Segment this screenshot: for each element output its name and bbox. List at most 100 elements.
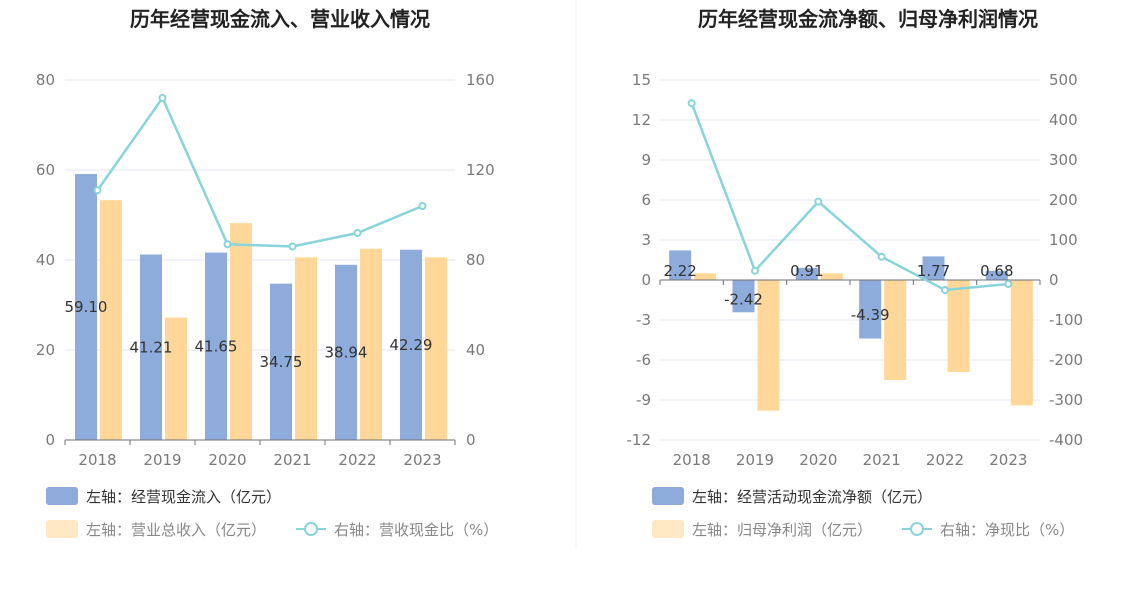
line-point-2018 <box>687 99 696 108</box>
legend-label-series3: 右轴：净现比（%） <box>940 521 1074 539</box>
data-label-2022: 1.77 <box>917 262 950 280</box>
data-label-2018: 59.10 <box>65 298 108 316</box>
legend: 左轴：经营活动现金流净额（亿元） 左轴：归母净利润（亿元） 右轴：净现比（%） <box>652 487 1074 539</box>
bar-series1-2021 <box>270 283 292 440</box>
x-tick-label-2023: 2023 <box>403 451 441 469</box>
right-axis-tick-label: -200 <box>1049 351 1083 369</box>
right-axis-tick-label: 300 <box>1049 151 1078 169</box>
bar-series2-2019 <box>165 317 187 440</box>
data-label-2021: -4.39 <box>851 306 890 324</box>
right-axis-tick-label: -100 <box>1049 311 1083 329</box>
right-axis-tick-label: 200 <box>1049 191 1078 209</box>
left-axis-tick-label: 6 <box>641 191 651 209</box>
data-label-2022: 38.94 <box>325 343 368 361</box>
left-axis-tick-label: -12 <box>627 431 652 449</box>
bar-series2-2022 <box>360 248 382 440</box>
legend-label-series1: 左轴：经营活动现金流净额（亿元） <box>692 488 932 506</box>
right-axis-tick-label: -400 <box>1049 431 1083 449</box>
x-tick-label-2018: 2018 <box>673 451 711 469</box>
line-point-2020 <box>223 240 232 249</box>
bar-series1-2018 <box>75 174 97 441</box>
legend-swatch-series3-marker <box>304 522 318 536</box>
bar-series2-2023 <box>425 257 447 440</box>
left-axis-tick-label: -3 <box>636 311 651 329</box>
data-label-2023: 0.68 <box>980 262 1013 280</box>
right-axis-tick-label: 0 <box>466 431 476 449</box>
bar-series1-2020 <box>795 267 818 280</box>
right-axis-tick-label: 160 <box>466 71 495 89</box>
bar-series1-2018 <box>669 250 692 280</box>
bar-series2-2019 <box>757 280 780 411</box>
right-axis-tick-label: 400 <box>1049 111 1078 129</box>
data-label-2020: 41.65 <box>195 337 238 355</box>
bar-series1-2023 <box>985 270 1008 280</box>
bar-series2-2021 <box>884 280 907 380</box>
bar-series1-2022 <box>922 256 945 280</box>
bar-series2-2022 <box>947 280 970 372</box>
right-axis-tick-label: -300 <box>1049 391 1083 409</box>
legend-swatch-series3-marker <box>910 522 924 536</box>
left-axis-tick-label: -6 <box>636 351 651 369</box>
left-axis-tick-label: 60 <box>36 161 55 179</box>
bar-series2-2020 <box>230 223 252 440</box>
line-point-2023 <box>418 202 427 210</box>
line-point-2020 <box>814 197 823 206</box>
bar-series1-2019 <box>732 280 755 313</box>
line-point-2022 <box>941 286 949 294</box>
right-axis-tick-label: 0 <box>1049 271 1059 289</box>
data-label-2019: 41.21 <box>130 338 173 356</box>
bar-series2-2020 <box>820 273 843 280</box>
line-point-2019 <box>751 266 759 275</box>
x-tick-label-2022: 2022 <box>926 451 964 469</box>
chart-panel-2: 历年经营现金流净额、归母净利润情况 -12 -9 -6 -3 0 3 6 9 12 15 -400 -3… <box>627 7 1084 539</box>
legend-label-series3: 右轴：营收现金比（%） <box>334 521 498 539</box>
left-axis-tick-label: 12 <box>632 111 651 129</box>
x-tick-label-2022: 2022 <box>338 451 376 469</box>
left-axis-tick-label: 15 <box>632 71 651 89</box>
line-point-2019 <box>158 94 167 102</box>
data-label-2020: 0.91 <box>790 262 823 280</box>
legend: 左轴：经营现金流入（亿元） 左轴：营业总收入（亿元） 右轴：营收现金比（%） <box>46 487 498 539</box>
left-axis-tick-label: 40 <box>36 251 55 269</box>
right-axis-tick-label: 120 <box>466 161 495 179</box>
right-axis-tick-label: 500 <box>1049 71 1078 89</box>
legend-swatch-series2 <box>652 520 684 538</box>
line-series3 <box>96 95 423 248</box>
x-tick-label-2019: 2019 <box>143 451 181 469</box>
left-axis-tick-label: 0 <box>641 271 651 289</box>
data-label-2018: 2.22 <box>663 262 696 280</box>
x-tick-label-2021: 2021 <box>273 451 311 469</box>
line-point-2023 <box>1004 280 1013 288</box>
left-axis-tick-label: 20 <box>36 341 55 359</box>
chart-panel-1: 历年经营现金流入、营业收入情况 0 20 40 60 80 0 40 80 120 160 2018 2… <box>36 7 498 539</box>
bar-series1-2023 <box>400 249 422 440</box>
bar-series1-2019 <box>140 254 162 440</box>
right-axis-tick-label: 40 <box>466 341 485 359</box>
bar-series1-2022 <box>335 264 357 440</box>
legend-label-series2: 左轴：营业总收入（亿元） <box>86 521 266 539</box>
data-label-2021: 34.75 <box>260 353 303 371</box>
bar-series2-2018 <box>694 273 717 280</box>
x-tick-label-2023: 2023 <box>989 451 1027 469</box>
line-point-2021 <box>877 252 886 261</box>
chart-title: 历年经营现金流入、营业收入情况 <box>130 7 430 31</box>
legend-swatch-series1 <box>652 487 684 505</box>
legend-swatch-series2 <box>46 520 78 538</box>
bar-series2-2018 <box>100 200 122 440</box>
bar-series1-2020 <box>205 252 227 440</box>
x-tick-label-2021: 2021 <box>863 451 901 469</box>
line-point-2022 <box>353 229 362 237</box>
x-tick-label-2020: 2020 <box>799 451 837 469</box>
right-axis-tick-label: 80 <box>466 251 485 269</box>
chart-title: 历年经营现金流净额、归母净利润情况 <box>698 7 1038 31</box>
x-tick-label-2020: 2020 <box>208 451 246 469</box>
x-tick-label-2019: 2019 <box>736 451 774 469</box>
legend-swatch-series1 <box>46 487 78 505</box>
x-tick-label-2018: 2018 <box>78 451 116 469</box>
line-series3 <box>690 102 1009 292</box>
bar-series2-2021 <box>295 257 317 440</box>
data-label-2019: -2.42 <box>724 290 763 308</box>
left-axis-tick-label: 9 <box>641 151 651 169</box>
bar-series2-2023 <box>1010 280 1033 406</box>
